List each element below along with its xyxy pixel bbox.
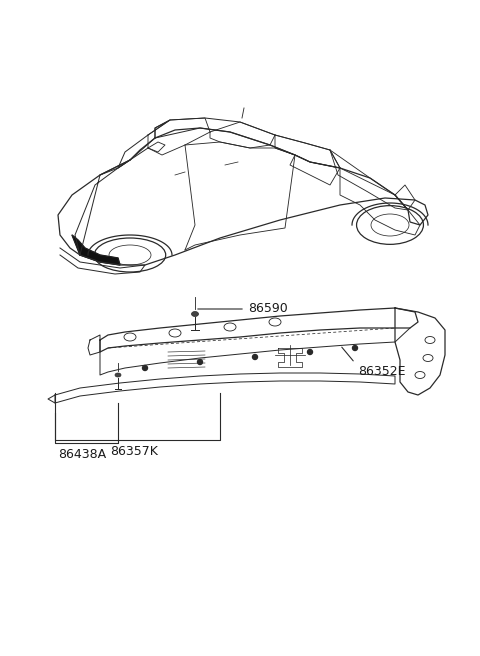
Text: 86590: 86590	[248, 302, 288, 316]
Circle shape	[197, 359, 203, 365]
Ellipse shape	[115, 373, 121, 377]
Polygon shape	[72, 235, 120, 265]
Circle shape	[308, 350, 312, 354]
Text: 86438A: 86438A	[58, 448, 106, 461]
Text: 86352E: 86352E	[358, 365, 406, 378]
Circle shape	[143, 365, 147, 371]
Circle shape	[252, 354, 257, 359]
Circle shape	[352, 346, 358, 350]
Text: 86357K: 86357K	[110, 445, 158, 458]
Ellipse shape	[192, 312, 199, 316]
